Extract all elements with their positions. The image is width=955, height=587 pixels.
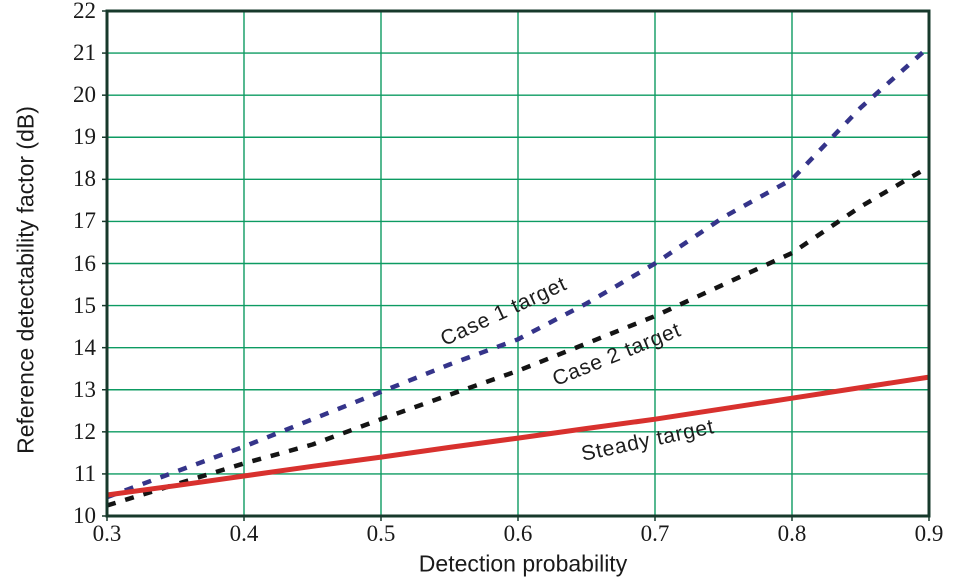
x-tick-label-0.8: 0.8 <box>777 521 807 546</box>
y-tick-label-11: 11 <box>73 460 96 486</box>
x-tick-label-0.6: 0.6 <box>503 521 533 546</box>
x-tick-label-0.7: 0.7 <box>640 521 670 546</box>
y-tick-label-21: 21 <box>73 40 96 66</box>
y-tick-label-20: 20 <box>73 82 96 108</box>
y-tick-label-18: 18 <box>73 166 96 192</box>
y-tick-label-12: 12 <box>73 418 96 444</box>
plot-frame <box>105 9 931 518</box>
y-tick-label-22: 22 <box>73 0 96 23</box>
x-tick-label-0.9: 0.9 <box>914 521 944 546</box>
y-tick-label-17: 17 <box>73 208 96 234</box>
x-axis-title: Detection probability <box>418 550 628 577</box>
series-steady-target <box>106 374 930 498</box>
x-tick-label-0.4: 0.4 <box>229 521 259 546</box>
series-case-1-target <box>106 45 931 500</box>
y-tick-label-13: 13 <box>73 376 96 402</box>
y-tick-label-14: 14 <box>73 334 96 360</box>
y-tick-label-15: 15 <box>73 292 96 318</box>
y-tick-label-16: 16 <box>73 250 96 276</box>
y-tick-label-10: 10 <box>73 503 96 528</box>
x-tick-label-0.5: 0.5 <box>366 521 396 546</box>
x-tick-label-0.3: 0.3 <box>92 521 122 546</box>
y-tick-label-19: 19 <box>73 124 96 150</box>
